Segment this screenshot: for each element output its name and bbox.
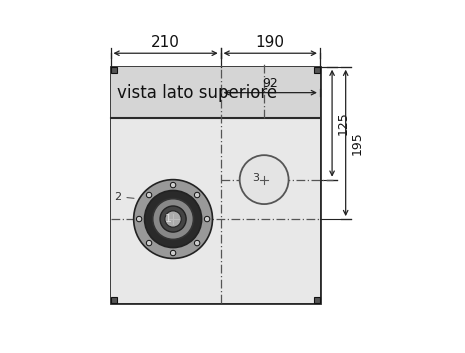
Circle shape <box>170 250 176 256</box>
Circle shape <box>146 192 152 198</box>
Circle shape <box>160 206 186 232</box>
Bar <box>111 67 320 303</box>
Circle shape <box>204 216 210 222</box>
Bar <box>111 119 320 303</box>
Circle shape <box>194 240 200 246</box>
Bar <box>111 297 117 303</box>
Text: 125: 125 <box>337 111 350 135</box>
Text: 2: 2 <box>114 192 121 202</box>
Circle shape <box>145 191 202 247</box>
Bar <box>314 67 320 73</box>
Circle shape <box>153 199 193 239</box>
Text: 190: 190 <box>256 35 285 50</box>
Circle shape <box>170 183 176 188</box>
Text: 210: 210 <box>151 35 180 50</box>
Text: 92: 92 <box>262 77 278 90</box>
Text: vista lato superiore: vista lato superiore <box>117 84 278 102</box>
Text: 195: 195 <box>351 131 364 155</box>
Circle shape <box>146 240 152 246</box>
Bar <box>111 67 117 73</box>
Text: 1: 1 <box>165 214 172 224</box>
Circle shape <box>165 211 181 227</box>
Bar <box>314 297 320 303</box>
Circle shape <box>239 155 289 204</box>
Circle shape <box>133 180 213 258</box>
Circle shape <box>194 192 200 198</box>
Bar <box>111 67 320 119</box>
Text: 3: 3 <box>252 173 259 183</box>
Circle shape <box>136 216 142 222</box>
